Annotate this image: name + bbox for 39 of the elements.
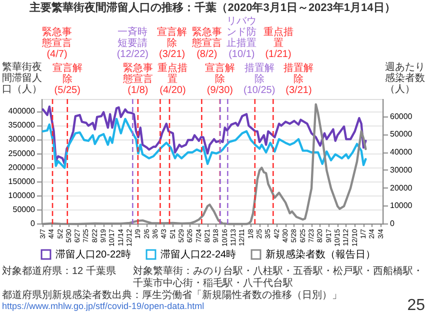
text: https://www.mhlw.go.jp/stf/covid-19/open-data.html [2,301,204,311]
y2-tick-label: 30000 [390,165,413,174]
y-tick-label: 200000 [8,162,36,172]
ref-line-label: 重点措置(4/20) [158,62,188,96]
y-tick-label: 350000 [8,120,36,130]
text: 対象繁華街：みのり台駅・八柱駅・五香駅・松戸駅・西船橋駅・千葉市中心街・稲毛駅・八千代台駅 [132,265,423,289]
y-tick-label: 50000 [12,204,36,214]
y-tick-label: 250000 [8,148,36,158]
chart-title: 主要繁華街夜間滞留人口の推移：千葉（2020年3月1日～2023年1月14日） [28,1,396,14]
ref-line-label: 宣言解除(9/30) [204,62,235,96]
legend-label: 新規感染者数（報告日） [266,248,376,261]
y2-tick-label: 0 [390,219,395,228]
y2-axis-title: 週あたり感染者数（人） [385,62,425,95]
text: 都道府県別新規感染者数出典：厚生労働省「新規陽性者数の推移（日別）」 [2,289,342,301]
ref-line-label: 緊急事態宣言(8/2) [190,26,222,60]
y-tick-label: 300000 [8,134,36,144]
y2-tick-label: 10000 [390,201,413,210]
text: 対象都道府県：12 千葉県 [2,265,116,277]
ref-line-label: 宣言解除(5/25) [52,62,82,96]
y2-tick-label: 50000 [390,130,413,139]
legend-label: 滞留人口22-24時 [160,248,236,261]
ref-line-label: 緊急事態宣言(4/7) [41,26,72,60]
y-axis-title: 繁華街夜間滞留人口（人） [2,61,42,95]
text: 25 [407,297,426,314]
y-tick-label: 400000 [8,106,36,116]
ref-line-label: 措置解除(10/25) [243,62,276,96]
ref-line-label: 宣言解除(3/21) [157,26,188,60]
y-tick-label: 0 [30,219,36,228]
y2-tick-label: 60000 [390,112,413,121]
legend-label: 滞留人口20-22時 [56,248,132,261]
y2-tick-label: 20000 [390,183,413,192]
ref-line-label: 一斉時短要請(12/22) [116,26,149,60]
ref-line-label: リバウンド防止措置(10/1) [226,16,257,60]
ref-line-label: 措置解除(3/21) [284,62,314,96]
y-tick-label: 150000 [8,176,36,186]
ref-line-label: 緊急事態宣言(1/8) [122,62,153,96]
ref-line-label: 重点措置(1/21) [263,26,294,60]
y2-tick-label: 40000 [390,148,413,157]
y-tick-label: 100000 [8,190,36,200]
